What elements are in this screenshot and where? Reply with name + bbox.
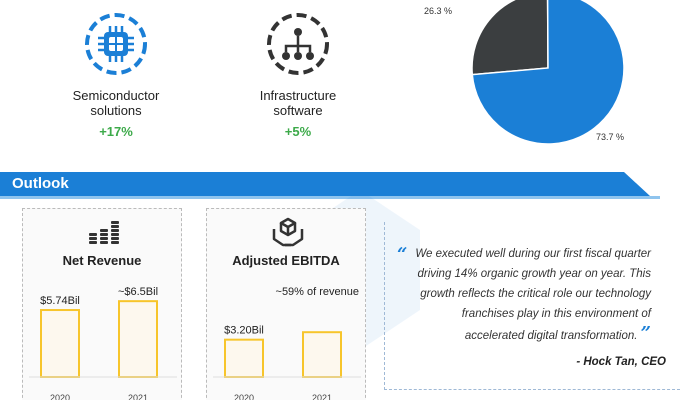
bar-2020	[224, 338, 264, 378]
segment-growth: +17%	[99, 124, 133, 139]
bar-2020	[40, 309, 80, 378]
x-tick-label: 2021	[128, 393, 148, 400]
segment-title: Infrastructure software	[259, 88, 337, 118]
card-title: Net Revenue	[62, 253, 142, 268]
ceo-quote: “ We executed well during our first fisc…	[384, 222, 680, 390]
x-tick-label: 2020	[234, 393, 254, 400]
quote-open-icon: “	[397, 244, 408, 265]
ebitda-bar-chart: $3.20Bil 2020 2021 ~59% of revenue	[213, 286, 361, 400]
pie-label-blue: 73.7 %	[596, 132, 625, 142]
pie-slice-0	[471, 0, 549, 76]
chart-annotation: ~59% of revenue	[276, 286, 359, 298]
quote-author: - Hock Tan, CEO	[576, 356, 666, 368]
chip-icon	[85, 13, 147, 75]
box-hands-icon	[272, 217, 304, 247]
pie-label-dark: 26.3 %	[424, 6, 453, 16]
bar-2021	[118, 300, 158, 379]
net-revenue-card: Net Revenue $5.74Bil 2020 ~$6.5Bil 2021	[22, 208, 182, 400]
pie-chart	[471, 0, 625, 145]
quote-close-icon: ”	[640, 323, 651, 344]
revenue-split-pie-chart: 26.3 % 73.7 %	[424, 0, 660, 160]
segment-title: Semiconductor solutions	[72, 88, 160, 118]
bar-data-label: $5.74Bil	[40, 295, 80, 307]
outlook-header: Outlook	[0, 172, 660, 199]
bar-data-label: ~$6.5Bil	[118, 286, 158, 298]
outlook-title: Outlook	[12, 175, 69, 192]
pie-slice-1	[471, 0, 625, 145]
x-tick-label: 2021	[312, 393, 332, 400]
quote-text: We executed well during our first fiscal…	[415, 248, 651, 344]
network-tree-icon	[267, 13, 329, 75]
bar-2021	[302, 331, 342, 378]
net-revenue-bar-chart: $5.74Bil 2020 ~$6.5Bil 2021	[29, 286, 177, 400]
adjusted-ebitda-card: Adjusted EBITDA $3.20Bil 2020 2021 ~59% of …	[206, 208, 366, 400]
segment-growth: +5%	[284, 124, 312, 139]
coin-stack-icon	[89, 221, 119, 244]
x-tick-label: 2020	[50, 393, 70, 400]
bar-data-label: $3.20Bil	[224, 325, 264, 337]
card-title: Adjusted EBITDA	[232, 253, 340, 268]
